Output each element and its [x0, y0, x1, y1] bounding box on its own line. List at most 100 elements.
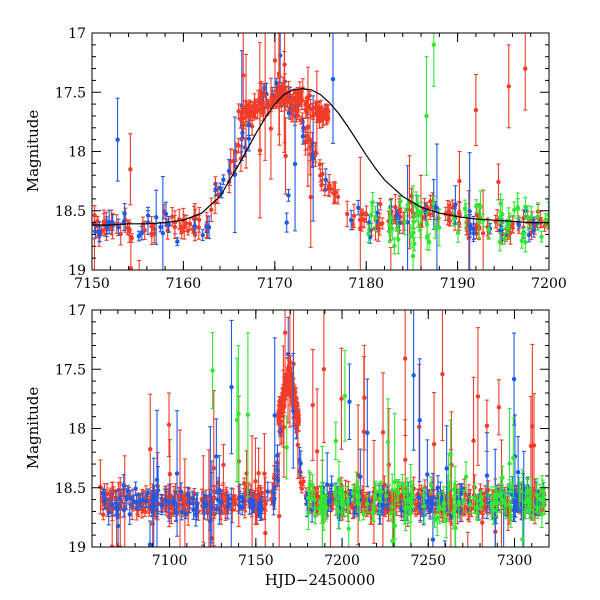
- data-point: [418, 221, 423, 239]
- data-point: [121, 211, 127, 232]
- data-point: [320, 109, 325, 128]
- data-point: [511, 332, 517, 426]
- data-point: [154, 409, 160, 547]
- data-point: [394, 209, 400, 221]
- data-point: [97, 225, 102, 243]
- data-point: [359, 213, 364, 227]
- data-point: [408, 224, 414, 248]
- data-point: [178, 482, 184, 502]
- data-point: [137, 259, 142, 270]
- data-point: [436, 208, 442, 247]
- data-point: [214, 418, 219, 495]
- data-point: [344, 200, 350, 228]
- data-point: [339, 491, 344, 518]
- data-point: [265, 98, 270, 116]
- data-point: [392, 412, 397, 547]
- data-point: [144, 494, 149, 508]
- data-point: [276, 410, 281, 426]
- data-point: [319, 179, 324, 192]
- data-point: [333, 421, 339, 461]
- data-point: [152, 224, 157, 244]
- data-point: [372, 480, 378, 513]
- data-point: [390, 506, 395, 547]
- data-point: [246, 99, 252, 119]
- y-tick-label: 19: [68, 540, 86, 556]
- data-point: [450, 496, 456, 530]
- data-point: [508, 505, 514, 528]
- data-point: [408, 501, 413, 523]
- data-point: [163, 488, 168, 513]
- data-point: [431, 33, 437, 87]
- data-point: [291, 352, 296, 469]
- data-point: [475, 327, 481, 466]
- x-tick-label: 7160: [166, 276, 202, 292]
- data-point: [170, 206, 175, 227]
- data-point: [339, 347, 344, 450]
- data-point: [411, 310, 416, 451]
- data-point: [387, 221, 392, 244]
- data-point: [497, 232, 503, 252]
- data-point: [461, 489, 466, 513]
- data-point: [283, 389, 288, 401]
- data-point: [154, 189, 159, 245]
- data-point: [250, 102, 255, 118]
- data-point: [284, 415, 289, 480]
- data-point: [369, 201, 374, 229]
- data-point: [166, 483, 172, 522]
- data-point: [136, 230, 142, 242]
- data-point: [538, 210, 543, 229]
- data-point: [179, 503, 184, 521]
- data-point: [417, 358, 422, 483]
- data-point: [183, 508, 189, 520]
- data-point: [323, 104, 329, 118]
- data-point: [432, 512, 437, 529]
- top-fit-curve: [92, 88, 549, 226]
- data-point: [361, 508, 366, 521]
- data-point: [121, 474, 126, 497]
- data-point: [314, 70, 320, 154]
- data-point: [377, 482, 382, 515]
- data-point: [425, 439, 430, 510]
- data-point: [418, 497, 423, 522]
- data-point: [306, 496, 311, 531]
- data-point: [334, 492, 339, 516]
- data-point: [496, 163, 501, 201]
- data-point: [328, 184, 334, 194]
- data-point: [226, 158, 232, 183]
- data-point: [92, 238, 97, 270]
- data-point: [225, 494, 230, 520]
- data-point: [307, 103, 313, 176]
- data-point: [411, 221, 416, 245]
- data-point: [355, 404, 361, 546]
- data-point: [367, 491, 372, 511]
- data-point: [466, 190, 471, 270]
- x-tick-label: 7200: [531, 276, 567, 292]
- data-point: [138, 280, 142, 317]
- data-point: [437, 494, 442, 525]
- data-point: [265, 481, 270, 502]
- data-point: [512, 201, 517, 219]
- data-point: [424, 56, 429, 176]
- data-point: [200, 544, 205, 547]
- data-point: [478, 190, 483, 224]
- data-point: [409, 480, 415, 509]
- bottom-x-axis-label: HJD−2450000: [265, 571, 376, 589]
- data-point: [356, 199, 361, 216]
- data-point: [347, 363, 352, 440]
- data-point: [116, 218, 121, 236]
- data-point: [328, 487, 334, 512]
- data-point: [465, 531, 470, 547]
- data-point: [148, 393, 153, 505]
- data-point: [166, 392, 172, 457]
- data-point: [523, 33, 528, 111]
- y-tick-label: 17: [68, 26, 86, 42]
- data-point: [204, 494, 209, 515]
- data-point: [351, 484, 356, 502]
- data-point: [539, 230, 544, 243]
- data-point: [193, 501, 199, 527]
- data-point: [303, 131, 308, 151]
- data-point: [440, 310, 445, 442]
- data-point: [543, 213, 548, 227]
- data-point: [492, 485, 498, 507]
- x-tick-label: 7300: [497, 553, 533, 569]
